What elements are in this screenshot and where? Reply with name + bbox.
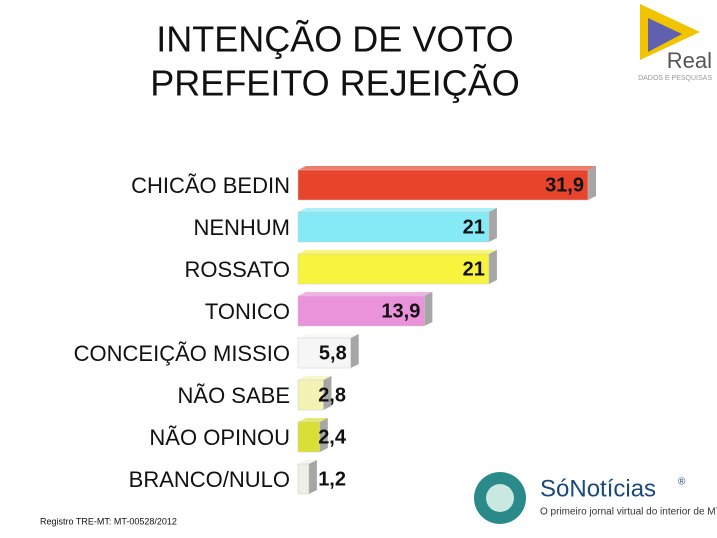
value-label: 2,4 (318, 426, 347, 448)
logo-shape (648, 18, 682, 52)
chart-title: PREFEITO REJEIÇÃO (150, 63, 519, 104)
bar-top (298, 208, 497, 212)
category-label: NÃO SABE (178, 383, 290, 408)
bar (297, 463, 310, 495)
bar-side (588, 166, 596, 200)
bar-side (350, 334, 359, 368)
bar-top (298, 460, 317, 464)
category-label: ROSSATO (184, 257, 290, 282)
category-label: TONICO (205, 299, 290, 324)
category-label: CHICÃO BEDIN (131, 173, 290, 198)
value-label: 21 (463, 258, 485, 280)
value-label: 21 (463, 216, 485, 238)
bar-top (298, 250, 497, 254)
bar (297, 337, 351, 369)
value-label: 31,9 (545, 174, 584, 196)
real-logo: Real DADOS E PESQUISAS (638, 4, 712, 82)
bar-side (319, 418, 328, 452)
bar (297, 169, 589, 201)
bar (297, 379, 324, 411)
value-label: 5,8 (319, 342, 347, 364)
bar-top (298, 166, 596, 170)
value-label: 13,9 (381, 300, 420, 322)
value-label: 2,8 (318, 384, 346, 406)
bar-side (424, 292, 433, 326)
logo-shape (486, 484, 514, 512)
category-label: NÃO OPINOU (149, 425, 290, 450)
category-label: CONCEIÇÃO MISSIO (74, 341, 290, 366)
chart-title: INTENÇÃO DE VOTO (156, 19, 513, 60)
bar-side (488, 250, 497, 284)
bar-top (298, 292, 433, 296)
category-label: BRANCO/NULO (129, 467, 290, 492)
category-label: NENHUM (193, 215, 290, 240)
bar-top (298, 334, 359, 338)
logo-tagline: DADOS E PESQUISAS (638, 75, 712, 82)
logo-mark: ® (678, 477, 686, 488)
sonoticias-logo: SóNotícias ® O primeiro jornal virtual d… (474, 472, 717, 524)
bar-top (298, 376, 332, 380)
bar-top (298, 418, 328, 422)
bar-side (488, 208, 497, 242)
bar (297, 421, 321, 453)
bar (297, 211, 490, 243)
bar-side (308, 460, 317, 494)
logo-name: Real (667, 48, 712, 73)
bar (297, 253, 490, 285)
value-label: 1,2 (318, 468, 346, 490)
logo-tagline: O primeiro jornal virtual do interior de… (540, 507, 717, 518)
bar-side (323, 376, 332, 410)
bar (297, 295, 425, 327)
logo-name: SóNotícias (540, 475, 656, 502)
footer: Registro TRE-MT: MT-00528/2012 (40, 516, 177, 526)
